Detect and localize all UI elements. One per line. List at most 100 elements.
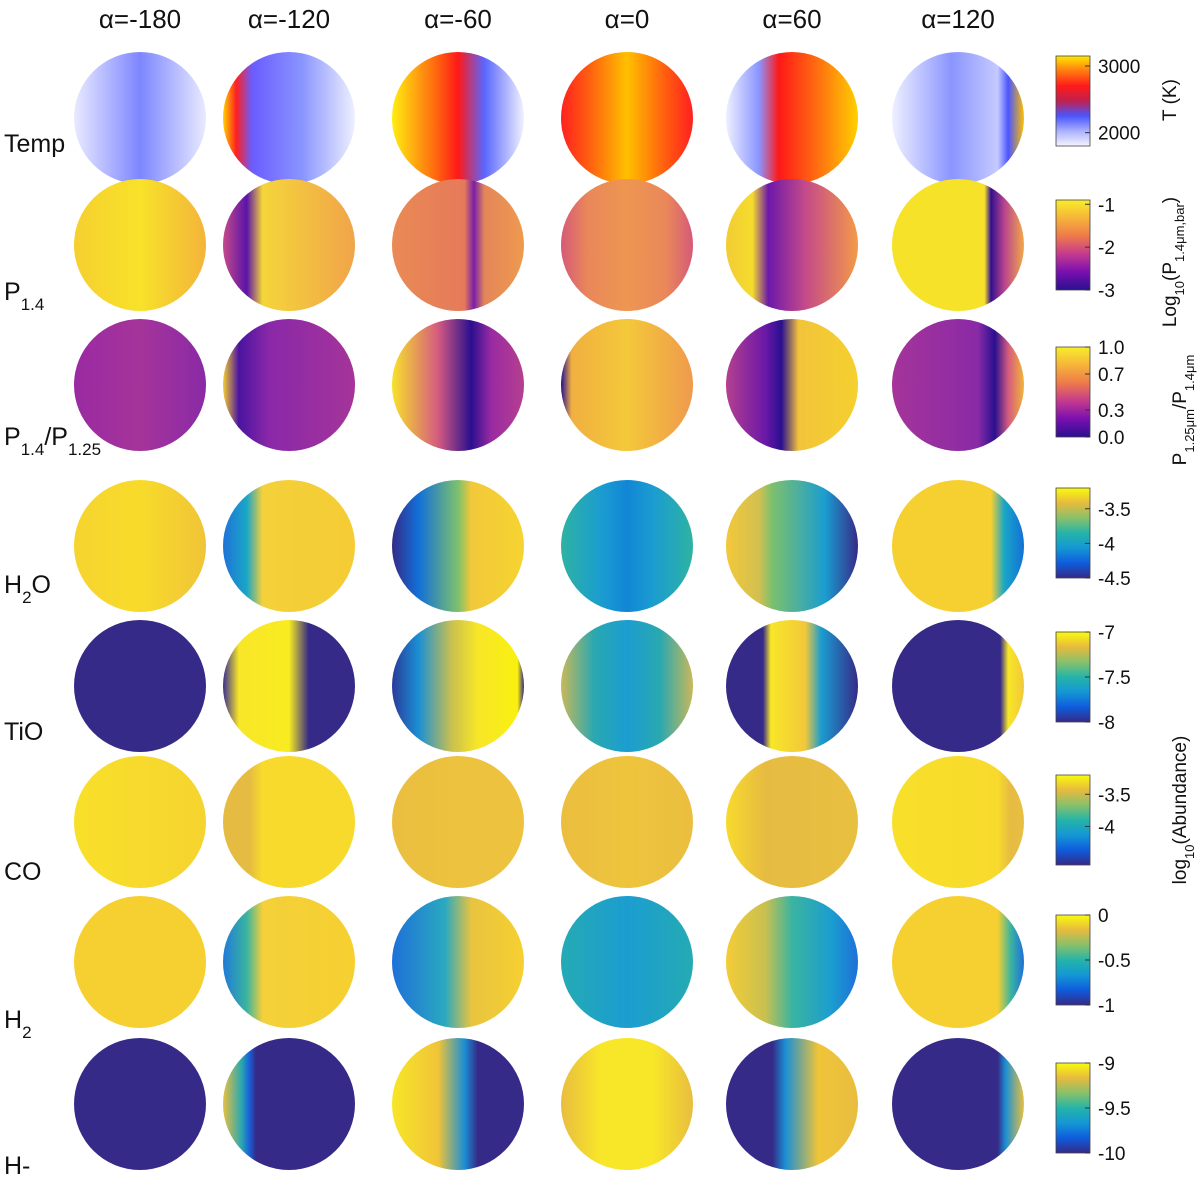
disk-pratio-phase-5 [892, 319, 1024, 451]
disk-p14-phase-5 [892, 179, 1024, 311]
disk-h2-phase-1 [223, 896, 355, 1028]
colorbar-tick-label-h2: 0 [1098, 906, 1109, 927]
disk-co-phase-3 [561, 756, 693, 888]
disk-co-phase-2 [392, 756, 524, 888]
disk-h2o-phase-2 [392, 480, 524, 612]
row-label-tio: TiO [4, 718, 43, 746]
colorbar-tick-label-pratio: 0.3 [1098, 401, 1124, 422]
disk-co-phase-5 [892, 756, 1024, 888]
row-label-hminus: H- [4, 1152, 30, 1180]
colorbar-tick-label-hminus: -9.5 [1098, 1099, 1131, 1120]
colorbar-tick-label-co: -3.5 [1098, 785, 1131, 806]
colorbar-tick-label-h2: -1 [1098, 996, 1115, 1017]
row-label-p14: P1.4 [4, 278, 44, 314]
disk-temp-phase-5 [892, 52, 1024, 184]
disk-p14-phase-3 [561, 179, 693, 311]
column-title: α=60 [762, 4, 821, 34]
colorbar-h2 [1055, 914, 1091, 1006]
column-title: α=-60 [424, 4, 492, 34]
disk-hminus-phase-5 [892, 1038, 1024, 1170]
colorbar-tick-label-h2o: -4.5 [1098, 569, 1131, 590]
colorbar-tick-label-tio: -8 [1098, 713, 1115, 734]
colorbars: 3000 2000 -1 -2 -3 1.0 0.7 0.3 0.0 -3.5 -4 -4.5 -7 -7… [1055, 55, 1197, 1165]
disk-pratio-phase-1 [223, 319, 355, 451]
colorbar-tick-label-pratio: 0.0 [1098, 428, 1124, 449]
disk-temp-phase-3 [561, 52, 693, 184]
colorbar-tick-label-pratio: 1.0 [1098, 338, 1124, 359]
disk-hminus-phase-0 [74, 1038, 206, 1170]
disk-h2o-phase-3 [561, 480, 693, 612]
disk-tio-phase-1 [223, 620, 355, 752]
disk-co-phase-0 [74, 756, 206, 888]
colorbar-hminus [1055, 1062, 1091, 1154]
disk-h2-phase-3 [561, 896, 693, 1028]
disk-tio-phase-4 [726, 620, 858, 752]
column-titles: α=-180 α=-120 α=-60 α=0 α=60 α=120 [99, 4, 995, 34]
disk-co-phase-1 [223, 756, 355, 888]
colorbar-title-p14: Log10(P1.4μm,bar) [1160, 197, 1187, 327]
colorbar-temp [1055, 55, 1091, 147]
colorbar-p14 [1055, 199, 1091, 291]
row-label-co: CO [4, 858, 42, 886]
disk-tio-phase-0 [74, 620, 206, 752]
colorbar-h2o [1055, 487, 1091, 579]
disk-h2o-phase-5 [892, 480, 1024, 612]
colorbar-tick-label-h2o: -4 [1098, 534, 1115, 555]
colorbar-title-temp: T (K) [1160, 79, 1181, 121]
column-title: α=-120 [248, 4, 330, 34]
disk-pratio-phase-4 [726, 319, 858, 451]
row-label-pratio: P1.4/P1.25 [4, 423, 101, 459]
disk-h2o-phase-1 [223, 480, 355, 612]
disk-h2-phase-4 [726, 896, 858, 1028]
disk-pratio-phase-2 [392, 319, 524, 451]
disk-hminus-phase-4 [726, 1038, 858, 1170]
disk-pratio-phase-0 [74, 319, 206, 451]
disk-co-phase-4 [726, 756, 858, 888]
disk-grid [74, 52, 1024, 1170]
row-label-temp: Temp [4, 130, 65, 158]
column-title: α=120 [921, 4, 995, 34]
disk-temp-phase-1 [223, 52, 355, 184]
colorbar-tick-label-tio: -7 [1098, 623, 1115, 644]
colorbar-tick-label-h2: -0.5 [1098, 951, 1131, 972]
colorbar-co [1055, 774, 1091, 866]
disk-h2-phase-2 [392, 896, 524, 1028]
disk-h2o-phase-4 [726, 480, 858, 612]
colorbar-tick-label-hminus: -10 [1098, 1144, 1125, 1165]
colorbar-tick-label-p14: -2 [1098, 238, 1115, 259]
colorbar-tio [1055, 631, 1091, 723]
colorbar-tick-label-temp: 2000 [1098, 124, 1140, 145]
colorbar-tick-label-temp: 3000 [1098, 57, 1140, 78]
disk-h2-phase-5 [892, 896, 1024, 1028]
column-title: α=-180 [99, 4, 181, 34]
colorbar-tick-label-hminus: -9 [1098, 1054, 1115, 1075]
row-label-h2: H2 [4, 1006, 32, 1042]
disk-tio-phase-3 [561, 620, 693, 752]
disk-p14-phase-2 [392, 179, 524, 311]
colorbar-tick-label-p14: -3 [1098, 281, 1115, 302]
disk-h2-phase-0 [74, 896, 206, 1028]
row-label-h2o: H2O [4, 571, 51, 607]
colorbar-tick-label-h2o: -3.5 [1098, 500, 1131, 521]
disk-tio-phase-2 [392, 620, 524, 752]
disk-p14-phase-4 [726, 179, 858, 311]
disk-tio-phase-5 [892, 620, 1024, 752]
colorbar-pratio [1055, 346, 1091, 438]
colorbar-tick-label-pratio: 0.7 [1098, 365, 1124, 386]
disk-h2o-phase-0 [74, 480, 206, 612]
colorbar-tick-label-tio: -7.5 [1098, 668, 1131, 689]
disk-hminus-phase-3 [561, 1038, 693, 1170]
disk-pratio-phase-3 [561, 319, 693, 451]
colorbar-title-pratio: P1.25μm/P1.4μm [1170, 355, 1197, 466]
disk-p14-phase-0 [74, 179, 206, 311]
colorbar-tick-label-co: -4 [1098, 817, 1115, 838]
column-title: α=0 [605, 4, 650, 34]
disk-temp-phase-4 [726, 52, 858, 184]
disk-temp-phase-2 [392, 52, 524, 184]
colorbar-tick-label-p14: -1 [1098, 195, 1115, 216]
disk-hminus-phase-1 [223, 1038, 355, 1170]
disk-temp-phase-0 [74, 52, 206, 184]
disk-hminus-phase-2 [392, 1038, 524, 1170]
abundance-axis-label: log10(Abundance) [1170, 736, 1197, 885]
